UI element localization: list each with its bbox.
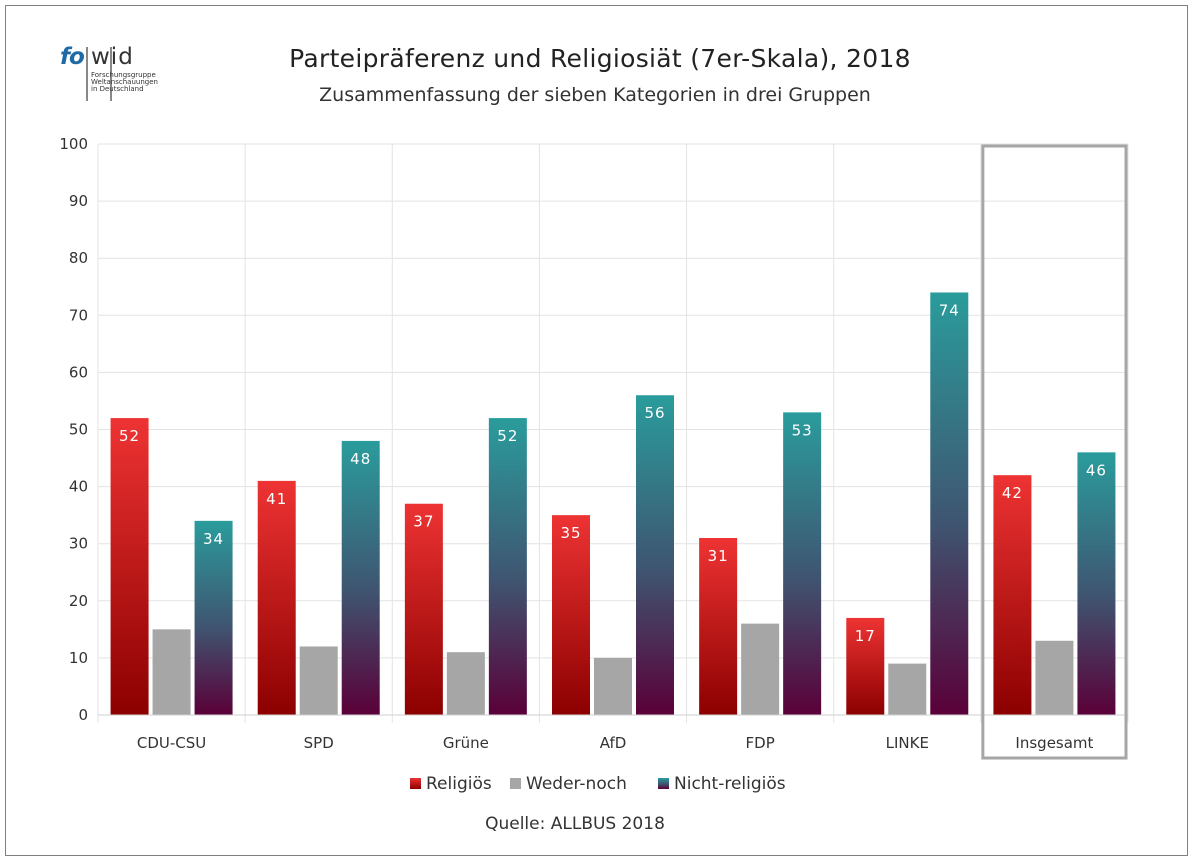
legend-label: Religiös	[426, 774, 492, 794]
highlight-box	[981, 144, 1128, 760]
data-label: 42	[1002, 484, 1023, 502]
legend-label: Nicht-religiös	[674, 774, 786, 794]
legend-label: Weder-noch	[526, 774, 627, 794]
legend-swatch	[410, 778, 421, 789]
y-tick-label: 40	[69, 478, 88, 496]
y-tick-label: 10	[69, 649, 88, 667]
bar-religi-s	[404, 503, 443, 715]
bar-religi-s	[993, 475, 1032, 715]
data-label: 52	[119, 427, 140, 445]
chart-frame	[5, 5, 1188, 856]
bar-religi-s	[110, 418, 149, 715]
bar-religi-s	[846, 617, 885, 715]
y-tick-label: 50	[69, 421, 88, 439]
fowid-logo: fo wid Forschungsgruppe Weltanschauungen…	[60, 44, 180, 104]
data-label: 31	[708, 547, 729, 565]
bar-weder-noch	[1035, 640, 1074, 715]
legend-swatch	[658, 778, 669, 789]
bar-nicht-religi-s	[783, 412, 822, 715]
source-note: Quelle: ALLBUS 2018	[485, 814, 665, 834]
bar-nicht-religi-s	[930, 292, 969, 715]
bar-weder-noch	[594, 657, 632, 715]
y-tick-label: 30	[69, 535, 88, 553]
bar-nicht-religi-s	[636, 395, 674, 715]
x-category-label: CDU-CSU	[137, 734, 206, 752]
y-tick-label: 0	[78, 706, 88, 724]
bar-religi-s	[552, 515, 590, 715]
x-category-label: SPD	[304, 734, 334, 752]
chart-subtitle: Zusammenfassung der sieben Kategorien in…	[319, 84, 871, 106]
y-tick-label: 60	[69, 363, 88, 381]
bar-weder-noch	[299, 646, 338, 715]
y-tick-label: 90	[69, 192, 88, 210]
y-tick-label: 20	[69, 592, 88, 610]
y-tick-label: 100	[59, 135, 88, 153]
data-label: 48	[350, 450, 371, 468]
x-category-label: LINKE	[886, 734, 929, 752]
data-label: 37	[413, 513, 434, 531]
x-category-label: FDP	[746, 734, 775, 752]
bar-weder-noch	[741, 623, 780, 715]
data-label: 56	[644, 404, 665, 422]
chart-title: Parteipräferenz und Religiosiät (7er-Ska…	[289, 44, 911, 73]
bar-weder-noch	[152, 629, 191, 715]
bar-weder-noch	[446, 652, 485, 715]
x-category-label: Grüne	[443, 734, 489, 752]
bar-nicht-religi-s	[194, 520, 233, 715]
y-tick-label: 70	[69, 306, 88, 324]
logo-subtitle: Forschungsgruppe Weltanschauungen in Deu…	[91, 71, 158, 93]
data-label: 46	[1086, 461, 1107, 479]
data-label: 17	[855, 627, 876, 645]
data-label: 35	[560, 524, 581, 542]
data-label: 74	[939, 301, 960, 319]
bar-nicht-religi-s	[488, 418, 527, 715]
y-tick-label: 80	[69, 249, 88, 267]
data-label: 41	[266, 490, 287, 508]
bar-religi-s	[257, 480, 296, 715]
bar-religi-s	[699, 537, 738, 715]
x-category-label: AfD	[600, 734, 627, 752]
logo-brand-left: fo	[60, 44, 85, 70]
bar-weder-noch	[888, 663, 927, 715]
data-label: 53	[792, 421, 813, 439]
data-label: 34	[203, 530, 224, 548]
data-label: 52	[497, 427, 518, 445]
x-category-label: Insgesamt	[1015, 734, 1093, 752]
legend-swatch	[510, 778, 521, 789]
bar-nicht-religi-s	[1077, 452, 1116, 715]
bar-nicht-religi-s	[341, 440, 380, 715]
